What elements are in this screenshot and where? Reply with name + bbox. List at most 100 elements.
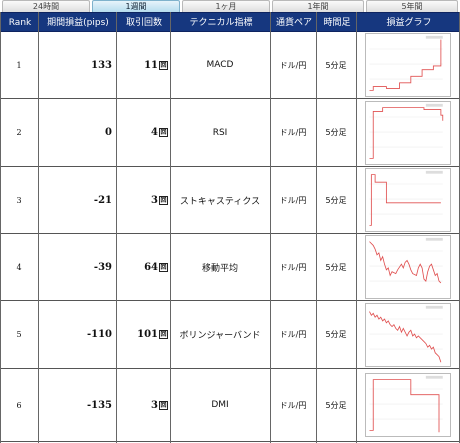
- indicator-cell[interactable]: ストキャスティクス: [179, 196, 261, 207]
- pnl-graph[interactable]: [365, 373, 451, 437]
- rank-cell: 3: [16, 195, 22, 205]
- graph-legend: [425, 305, 443, 309]
- trades-cell: 64 回: [116, 234, 170, 300]
- indicator-cell[interactable]: RSI: [212, 127, 228, 138]
- header-trades: 取引回数: [125, 18, 162, 28]
- grid-line: [116, 12, 117, 443]
- graph-legend: [425, 35, 443, 39]
- pair-cell: ドル/円: [279, 128, 307, 137]
- header-pips: 期間損益(pips): [47, 18, 109, 28]
- rank-cell: 4: [16, 262, 22, 272]
- graph-legend: [425, 170, 443, 174]
- pnl-graph[interactable]: [365, 100, 451, 165]
- pair-cell: ドル/円: [279, 262, 307, 272]
- ranking-table: Rank 期間損益(pips) 取引回数 テクニカル指標 通貨ペア 時間足 損益…: [0, 12, 460, 443]
- header-pair: 通貨ペア: [275, 18, 312, 28]
- trade-count: 11: [144, 59, 158, 71]
- table-header: Rank 期間損益(pips) 取引回数 テクニカル指標 通貨ペア 時間足 損益…: [0, 12, 460, 32]
- pair-cell: ドル/円: [279, 400, 307, 410]
- trade-count: 101: [137, 329, 158, 340]
- trade-count: 64: [144, 261, 158, 273]
- graph-legend: [425, 375, 443, 379]
- tab-1year[interactable]: 1年間: [272, 0, 364, 12]
- count-unit-icon: 回: [159, 60, 168, 70]
- pnl-line: [369, 241, 442, 284]
- table-row: 2 0 4 回 RSI ドル/円 5分足: [0, 99, 460, 167]
- pnl-graph[interactable]: [365, 302, 451, 367]
- pips-cell: 0: [105, 127, 112, 138]
- pnl-graph[interactable]: [365, 235, 451, 299]
- grid-line: [0, 12, 1, 443]
- tab-5year[interactable]: 5年間: [366, 0, 458, 12]
- pips-cell: -39: [93, 261, 112, 273]
- period-tabs: 24時間 1週間 1ヶ月 1年間 5年間: [0, 0, 460, 12]
- table-row: 6 -135 3 回 DMI ドル/円 5分足: [0, 369, 460, 442]
- tab-24h[interactable]: 24時間: [2, 0, 90, 12]
- trade-count: 4: [151, 127, 158, 138]
- grid-line: [170, 12, 171, 443]
- timeframe-cell: 5分足: [325, 60, 347, 70]
- pnl-line: [369, 310, 442, 362]
- count-unit-icon: 回: [159, 400, 168, 410]
- table-row: 4 -39 64 回 移動平均 ドル/円 5分足: [0, 234, 460, 301]
- timeframe-cell: 5分足: [325, 262, 347, 272]
- timeframe-cell: 5分足: [325, 128, 347, 137]
- table-row: 3 -21 3 回ストキャスティクス ドル/円 5分足: [0, 167, 460, 234]
- rank-cell: 1: [16, 60, 22, 70]
- graph-cell[interactable]: [356, 32, 460, 98]
- grid-line: [316, 12, 317, 443]
- header-graph: 損益グラフ: [386, 18, 432, 28]
- graph-cell[interactable]: [356, 167, 460, 233]
- pips-cell: -21: [93, 194, 112, 206]
- graph-cell[interactable]: [356, 99, 460, 166]
- graph-cell[interactable]: [356, 234, 460, 300]
- header-indicator: テクニカル指標: [189, 18, 253, 28]
- grid-line: [38, 12, 39, 443]
- rank-cell: 2: [16, 128, 22, 137]
- rank-cell: 5: [16, 330, 22, 339]
- count-unit-icon: 回: [159, 195, 168, 205]
- pnl-line: [369, 379, 440, 433]
- pnl-graph[interactable]: [365, 168, 451, 232]
- trade-count: 3: [151, 194, 158, 206]
- grid-line: [356, 12, 357, 443]
- timeframe-cell: 5分足: [325, 195, 347, 205]
- pnl-line: [369, 106, 444, 159]
- pips-cell: -110: [86, 329, 112, 340]
- indicator-cell[interactable]: 移動平均: [201, 263, 238, 274]
- grid-line: [270, 12, 271, 443]
- header-rank: Rank: [8, 18, 32, 28]
- graph-cell[interactable]: [356, 301, 460, 368]
- table-row: 1 133 11 回 MACD ドル/円 5分足: [0, 32, 460, 99]
- pair-cell: ドル/円: [279, 195, 307, 205]
- pair-cell: ドル/円: [279, 330, 307, 339]
- count-unit-icon: 回: [159, 262, 168, 272]
- count-unit-icon: 回: [159, 330, 168, 339]
- graph-cell[interactable]: [356, 369, 460, 441]
- pnl-graph[interactable]: [365, 33, 451, 97]
- pips-cell: 133: [91, 59, 112, 71]
- pair-cell: ドル/円: [279, 60, 307, 70]
- rank-cell: 6: [16, 400, 22, 410]
- tab-1month[interactable]: 1ヶ月: [182, 0, 270, 12]
- trades-cell: 11 回: [116, 32, 170, 98]
- pnl-line: [369, 174, 441, 226]
- tab-1week[interactable]: 1週間: [92, 0, 180, 12]
- graph-legend: [425, 237, 443, 241]
- header-timeframe: 時間足: [323, 18, 351, 28]
- count-unit-icon: 回: [159, 128, 168, 137]
- indicator-cell[interactable]: DMI: [211, 400, 229, 410]
- graph-legend: [425, 103, 443, 107]
- timeframe-cell: 5分足: [325, 330, 347, 339]
- trades-cell: 101 回: [116, 301, 170, 368]
- pips-cell: -135: [86, 399, 112, 411]
- indicator-cell[interactable]: ボリンジャーバンド: [179, 331, 261, 341]
- table-row: 5 -110 101 回ボリンジャーバンド ドル/円 5分足: [0, 301, 460, 369]
- indicator-cell[interactable]: MACD: [206, 60, 234, 70]
- trade-count: 3: [151, 399, 158, 411]
- timeframe-cell: 5分足: [325, 400, 347, 410]
- pnl-line: [369, 39, 442, 91]
